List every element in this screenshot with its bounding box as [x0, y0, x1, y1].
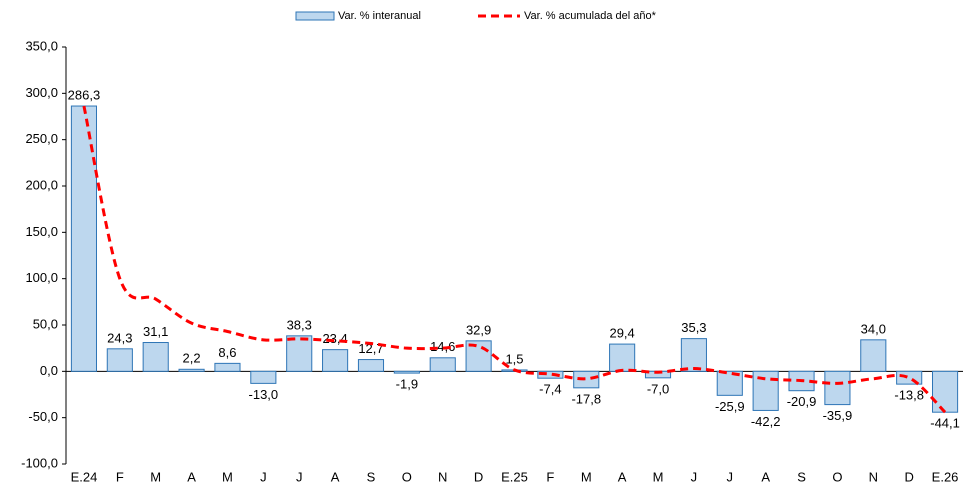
bar — [429, 357, 456, 372]
bar — [752, 370, 779, 411]
x-tick-label: D — [474, 469, 483, 484]
x-tick-label: O — [402, 469, 412, 484]
bar — [106, 348, 133, 372]
data-label: 286,3 — [68, 87, 101, 102]
data-label: 12,7 — [358, 341, 383, 356]
data-label: -7,4 — [539, 382, 561, 397]
bar — [609, 343, 636, 372]
x-tick-label: J — [727, 469, 734, 484]
bar — [860, 339, 887, 372]
bar — [178, 368, 205, 372]
bar — [142, 342, 169, 372]
data-label: 38,3 — [287, 317, 312, 332]
data-label: 31,1 — [143, 324, 168, 339]
data-label: -13,8 — [894, 388, 924, 403]
y-tick-label: 300,0 — [25, 85, 58, 100]
y-tick-label: 0,0 — [40, 363, 58, 378]
bar — [250, 370, 277, 384]
bar — [537, 370, 564, 379]
x-tick-label: M — [150, 469, 161, 484]
legend-label: Var. % acumulada del año* — [524, 10, 657, 22]
data-label: 23,4 — [322, 331, 347, 346]
x-tick-label: E.25 — [501, 469, 528, 484]
y-tick-label: 250,0 — [25, 131, 58, 146]
x-tick-label: O — [832, 469, 842, 484]
data-label: 35,3 — [681, 320, 706, 335]
x-tick-label: S — [367, 469, 376, 484]
data-label: -17,8 — [571, 391, 601, 406]
x-tick-label: D — [904, 469, 913, 484]
data-label: -44,1 — [930, 416, 960, 431]
data-label: -1,9 — [396, 377, 418, 392]
bar — [824, 370, 851, 406]
bar — [357, 359, 385, 372]
y-tick-label: -100,0 — [21, 455, 58, 470]
legend-swatch — [295, 11, 335, 21]
x-tick-label: M — [581, 469, 592, 484]
x-tick-label: J — [691, 469, 698, 484]
data-label: 34,0 — [861, 321, 886, 336]
x-tick-label: N — [438, 469, 447, 484]
y-tick-label: 50,0 — [33, 316, 58, 331]
bar — [286, 335, 313, 372]
legend-label: Var. % interanual — [338, 10, 421, 22]
bar — [322, 349, 349, 372]
x-tick-label: M — [653, 469, 664, 484]
data-label: -42,2 — [751, 414, 781, 429]
data-label: -20,9 — [787, 394, 817, 409]
x-tick-label: N — [869, 469, 878, 484]
x-tick-label: A — [187, 469, 196, 484]
x-tick-label: A — [761, 469, 770, 484]
data-label: -25,9 — [715, 399, 745, 414]
x-tick-label: E.24 — [71, 469, 98, 484]
bar — [680, 338, 707, 372]
x-tick-label: S — [797, 469, 806, 484]
line — [82, 105, 947, 414]
x-tick-label: A — [331, 469, 340, 484]
data-label: 2,2 — [183, 351, 201, 366]
data-label: -35,9 — [823, 408, 853, 423]
y-tick-label: -50,0 — [28, 409, 58, 424]
y-tick-label: 100,0 — [25, 270, 58, 285]
x-tick-label: A — [618, 469, 627, 484]
bar — [393, 370, 420, 374]
x-tick-label: M — [222, 469, 233, 484]
y-tick-label: 200,0 — [25, 177, 58, 192]
x-tick-label: E.26 — [932, 469, 959, 484]
bar — [932, 370, 959, 413]
data-label: -13,0 — [249, 387, 279, 402]
data-label: -7,0 — [647, 381, 669, 396]
data-label: 14,6 — [430, 339, 455, 354]
data-label: 1,5 — [505, 351, 523, 366]
data-label: 24,3 — [107, 330, 132, 345]
bar — [573, 370, 600, 389]
x-tick-label: F — [116, 469, 124, 484]
data-label: 29,4 — [609, 326, 634, 341]
data-label: 32,9 — [466, 322, 491, 337]
bar — [214, 362, 241, 372]
x-tick-label: J — [296, 469, 303, 484]
y-tick-label: 350,0 — [25, 38, 58, 53]
y-tick-label: 150,0 — [25, 224, 58, 239]
data-label: 8,6 — [218, 345, 236, 360]
x-tick-label: F — [546, 469, 554, 484]
x-tick-label: J — [260, 469, 267, 484]
